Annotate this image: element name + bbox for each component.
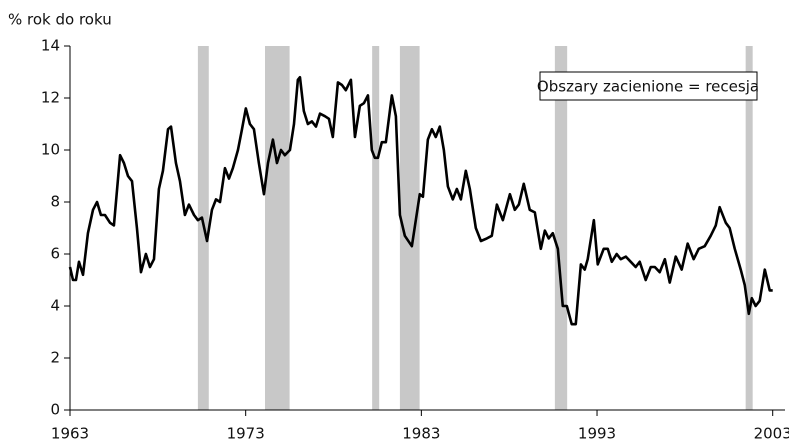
x-tick-label: 1963: [51, 425, 89, 443]
y-tick-label: 12: [41, 89, 60, 107]
y-tick-label: 14: [41, 37, 60, 55]
recession-band: [265, 46, 290, 410]
recession-band: [745, 46, 753, 410]
plot-layer: 0 2 4 6 8 10 12 14 1963 1973 1983 1993 2003: [41, 37, 789, 443]
y-tick-label: 2: [50, 349, 60, 367]
recession-band: [372, 46, 380, 410]
x-tick-label: 1973: [227, 425, 265, 443]
recession-band: [399, 46, 420, 410]
x-tick-label: 2003: [754, 425, 789, 443]
y-tick-label: 4: [50, 297, 60, 315]
x-tick-label: 1993: [578, 425, 616, 443]
x-tick-label: 1983: [402, 425, 440, 443]
recession-band: [554, 46, 568, 410]
y-tick-label: 10: [41, 141, 60, 159]
annotation: Obszary zacienione = recesja: [537, 78, 759, 96]
y-axis-label: % rok do roku: [8, 11, 112, 29]
y-tick-label: 0: [50, 401, 60, 419]
y-tick-label: 6: [50, 245, 60, 263]
y-tick-label: 8: [50, 193, 60, 211]
line-series: [68, 75, 773, 326]
annotation-box: [539, 71, 758, 101]
